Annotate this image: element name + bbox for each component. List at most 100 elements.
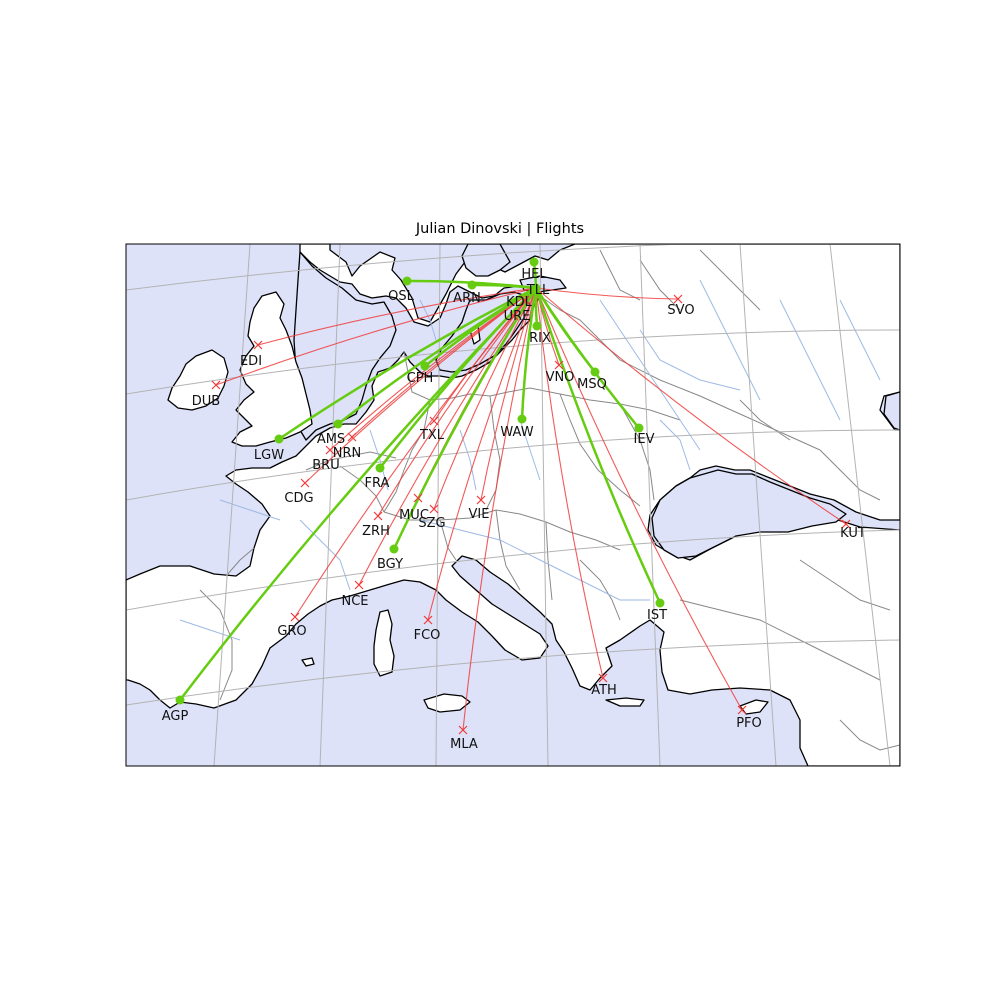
airport-marker-szg	[429, 504, 439, 514]
airport-marker-hel	[529, 257, 539, 267]
airport-marker-edi	[253, 340, 263, 350]
airport-marker-fco	[423, 615, 433, 625]
airport-marker-bgy	[389, 544, 399, 554]
route-line-kut	[535, 287, 847, 525]
airport-label-kdl: KDL	[506, 295, 533, 310]
map-title: Julian Dinovski | Flights	[415, 221, 585, 237]
airport-marker-osl	[402, 276, 412, 286]
routes-frequent	[179, 261, 662, 701]
airport-label-vno: VNO	[546, 370, 575, 385]
airport-label-svo: SVO	[667, 303, 694, 318]
caspian-sea	[883, 391, 900, 431]
airport-marker-waw	[517, 414, 527, 424]
airport-label-ath: ATH	[591, 683, 617, 698]
airport-label-edi: EDI	[240, 354, 262, 369]
crete	[605, 697, 645, 707]
airport-label-ure: URE	[504, 309, 531, 324]
route-line-cdg	[304, 287, 537, 484]
airport-label-zrh: ZRH	[362, 524, 390, 539]
airport-label-arn: ARN	[453, 291, 481, 306]
route-line-edi	[257, 287, 537, 346]
balearic-islands	[301, 657, 315, 667]
airport-marker-cdg	[300, 478, 310, 488]
black-sea	[651, 469, 847, 559]
route-line-pfo	[535, 287, 743, 711]
airport-label-ams: AMS	[317, 432, 345, 447]
route-line-agp	[179, 287, 537, 701]
airport-label-waw: WAW	[500, 425, 533, 440]
ireland	[167, 349, 229, 411]
route-line-nrn	[351, 287, 537, 438]
airport-marker-ath	[598, 673, 608, 683]
airport-label-ist: IST	[647, 608, 667, 623]
route-line-mla	[462, 287, 537, 731]
airport-label-kut: KUT	[840, 526, 866, 541]
airport-label-szg: SZG	[418, 516, 445, 531]
airport-markers	[175, 257, 851, 735]
route-line-bgy	[392, 287, 538, 550]
route-line-ath	[535, 287, 604, 679]
route-line-ist	[534, 287, 662, 604]
route-line-vie	[480, 287, 537, 501]
route-line-iev	[534, 287, 640, 429]
airport-label-mla: MLA	[450, 737, 478, 752]
map-frame	[125, 243, 901, 767]
route-line-waw	[520, 287, 538, 420]
airport-marker-lgw	[274, 434, 284, 444]
airport-marker-msq	[590, 367, 600, 377]
route-line-svo	[535, 287, 679, 300]
airport-marker-vno	[554, 360, 564, 370]
airport-label-cdg: CDG	[284, 491, 313, 506]
airport-marker-mla	[458, 725, 468, 735]
airport-marker-svo	[673, 294, 683, 304]
route-line-ams	[337, 286, 537, 425]
airport-label-hel: HEL	[521, 267, 547, 282]
airport-marker-kut	[841, 519, 851, 529]
airport-label-msq: MSQ	[577, 377, 607, 392]
airport-label-gro: GRO	[277, 624, 306, 639]
airport-label-osl: OSL	[388, 289, 414, 304]
airport-marker-tll	[531, 283, 541, 293]
airport-label-fra: FRA	[365, 476, 390, 491]
great-britain	[231, 291, 313, 447]
gulf-of-bothnia	[461, 244, 511, 277]
airport-marker-ure	[509, 311, 519, 321]
corsica-sardinia	[373, 609, 395, 677]
airport-label-tll: TLL	[526, 283, 550, 298]
airport-label-agp: AGP	[162, 709, 189, 724]
airport-marker-cph	[420, 361, 430, 371]
airport-label-lgw: LGW	[254, 448, 284, 463]
sicily	[423, 693, 471, 713]
airport-label-dub: DUB	[192, 394, 220, 409]
continental-europe-land	[126, 244, 900, 766]
airport-marker-bru	[325, 445, 335, 455]
country-borders	[199, 249, 900, 751]
route-line-fco	[427, 287, 537, 621]
airport-marker-nrn	[347, 432, 357, 442]
airport-label-bru: BRU	[312, 458, 339, 473]
airport-marker-dub	[211, 380, 221, 390]
route-line-nce	[358, 287, 537, 586]
airport-label-bgy: BGY	[377, 557, 403, 572]
airport-marker-zrh	[373, 511, 383, 521]
route-line-szg	[433, 287, 537, 510]
airport-marker-ist	[655, 598, 665, 608]
rivers	[179, 279, 881, 641]
airport-label-fco: FCO	[414, 628, 441, 643]
airport-label-cph: CPH	[407, 371, 434, 386]
airport-marker-vie	[476, 495, 486, 505]
airport-marker-txl	[429, 416, 439, 426]
airport-label-txl: TXL	[419, 428, 445, 443]
route-line-gro	[294, 287, 537, 618]
airport-label-pfo: PFO	[736, 716, 762, 731]
airport-label-rix: RIX	[529, 331, 551, 346]
airport-marker-kdl	[520, 295, 530, 305]
airport-marker-pfo	[737, 705, 747, 715]
airport-marker-fra	[375, 463, 385, 473]
airport-marker-rix	[532, 321, 542, 331]
airport-label-nrn: NRN	[333, 446, 361, 461]
airport-label-muc: MUC	[399, 508, 429, 523]
airport-marker-agp	[175, 695, 185, 705]
